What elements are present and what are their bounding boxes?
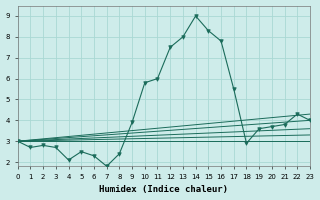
X-axis label: Humidex (Indice chaleur): Humidex (Indice chaleur) xyxy=(99,185,228,194)
